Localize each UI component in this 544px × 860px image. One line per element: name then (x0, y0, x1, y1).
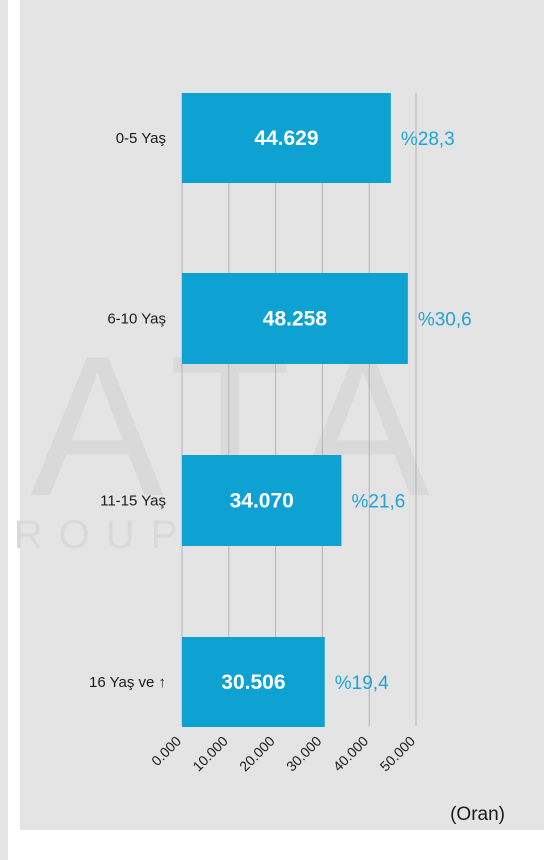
bars (182, 93, 408, 727)
bar-value-label-2: 34.070 (230, 490, 294, 513)
grid-lines (181, 93, 417, 726)
labels: 0-5 Yaş 44.629 %28,3 6-10 Yaş 48.258 %30,6 11-… (89, 127, 472, 694)
x-axis-unit-label: (Oran) (450, 804, 505, 825)
left-strip (0, 0, 8, 860)
category-label-3: 16 Yaş ve ↑ (89, 674, 166, 691)
bar-value-label-0: 44.629 (254, 127, 318, 150)
bar-value-label-3: 30.506 (221, 671, 285, 694)
bar-3 (182, 637, 325, 727)
percent-label-2: %21,6 (351, 492, 405, 513)
category-label-1: 6-10 Yaş (107, 311, 166, 328)
bar-1 (182, 273, 408, 364)
x-tick-labels: 0.000 10.000 20.000 30.000 40.000 50.000 (148, 733, 418, 775)
percent-label-1: %30,6 (418, 310, 472, 331)
x-tick-label-0: 0.000 (148, 733, 184, 769)
bar-2 (182, 455, 342, 546)
percent-label-0: %28,3 (401, 129, 455, 150)
x-tick-label-3: 30.000 (283, 733, 325, 775)
percent-label-3: %19,4 (335, 673, 389, 694)
x-tick-label-4: 40.000 (330, 733, 372, 775)
watermark-sub-text: GROUP (0, 513, 193, 557)
x-tick-label-1: 10.000 (189, 733, 231, 775)
category-label-0: 0-5 Yaş (116, 130, 166, 147)
x-tick-label-5: 50.000 (377, 733, 419, 775)
x-tick-label-2: 20.000 (236, 733, 278, 775)
bar-value-label-1: 48.258 (263, 308, 328, 331)
category-label-2: 11-15 Yaş (100, 493, 166, 510)
bar-0 (182, 93, 391, 183)
